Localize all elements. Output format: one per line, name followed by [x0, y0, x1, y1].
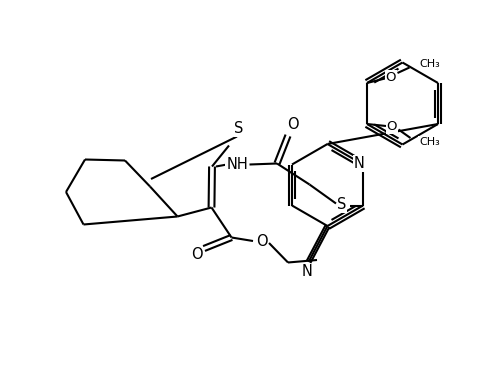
Text: O: O — [387, 120, 397, 133]
Text: O: O — [191, 247, 202, 262]
Text: CH₃: CH₃ — [419, 136, 440, 147]
Text: O: O — [287, 117, 298, 132]
Text: CH₃: CH₃ — [420, 59, 440, 69]
Text: NH: NH — [226, 157, 248, 172]
Text: S: S — [235, 121, 244, 136]
Text: N: N — [302, 264, 313, 280]
Text: N: N — [354, 156, 364, 171]
Text: S: S — [337, 197, 347, 212]
Text: O: O — [386, 70, 396, 83]
Text: O: O — [255, 234, 267, 248]
